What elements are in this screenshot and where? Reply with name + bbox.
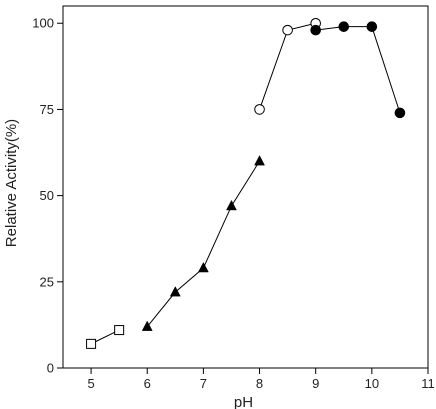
series-line-open-circle bbox=[259, 22, 316, 110]
data-point-filled-circle bbox=[394, 107, 406, 119]
x-tick-label: 8 bbox=[256, 376, 263, 391]
x-tick-label: 9 bbox=[312, 376, 319, 391]
x-tick-label: 11 bbox=[421, 376, 435, 391]
data-point-open-circle bbox=[282, 24, 293, 36]
plot-frame bbox=[62, 5, 429, 369]
y-tick-label: 100 bbox=[32, 16, 54, 31]
data-point-filled-triangle bbox=[141, 320, 153, 331]
data-point-filled-circle bbox=[310, 24, 321, 36]
x-axis-title: pH bbox=[234, 394, 253, 409]
y-tick-label: 75 bbox=[40, 102, 54, 117]
x-tick-label: 7 bbox=[200, 376, 207, 391]
series-line-filled-circle bbox=[315, 26, 401, 114]
y-tick-label: 25 bbox=[40, 274, 54, 289]
data-point-open-circle bbox=[254, 104, 265, 115]
data-point-filled-circle bbox=[338, 21, 350, 32]
y-tick-label: 50 bbox=[40, 188, 54, 203]
data-point-filled-circle bbox=[366, 21, 378, 32]
y-tick-label: 0 bbox=[47, 361, 54, 376]
data-point-open-square bbox=[114, 325, 125, 336]
data-point-filled-triangle bbox=[254, 155, 265, 166]
x-tick-label: 6 bbox=[144, 376, 151, 391]
y-axis-title: Relative Activity(%) bbox=[3, 119, 20, 247]
x-tick-label: 5 bbox=[87, 376, 94, 391]
x-tick-label: 10 bbox=[365, 376, 379, 391]
data-point-filled-triangle bbox=[169, 286, 181, 297]
data-point-open-square bbox=[86, 338, 97, 349]
series-line-filled-triangle bbox=[146, 160, 260, 327]
data-point-filled-triangle bbox=[197, 261, 209, 273]
data-point-filled-triangle bbox=[226, 199, 237, 211]
